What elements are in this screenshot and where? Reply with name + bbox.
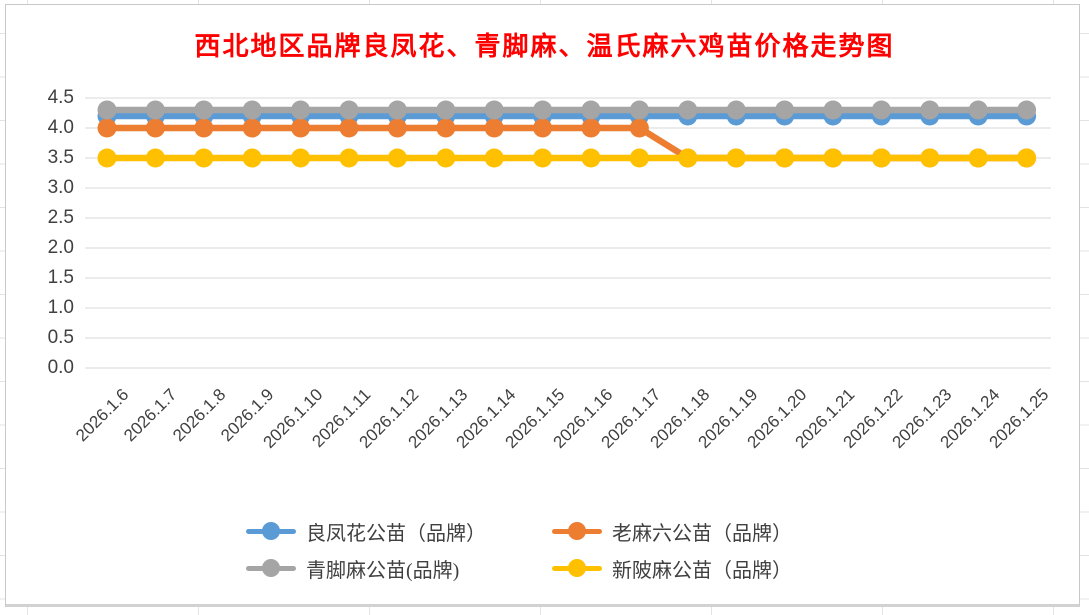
data-point-marker[interactable]: [194, 100, 214, 120]
data-point-marker[interactable]: [581, 100, 601, 120]
y-tick-label: 4.0: [47, 117, 74, 138]
y-tick-label: 4.5: [47, 87, 74, 108]
data-point-marker[interactable]: [629, 100, 649, 120]
data-point-marker[interactable]: [436, 148, 456, 168]
data-point-marker[interactable]: [291, 148, 311, 168]
data-point-marker[interactable]: [339, 148, 359, 168]
data-point-marker[interactable]: [145, 148, 165, 168]
data-point-marker[interactable]: [581, 118, 601, 138]
data-point-marker[interactable]: [581, 148, 601, 168]
legend-dot: [262, 522, 280, 540]
data-point-marker[interactable]: [387, 118, 407, 138]
chart-title[interactable]: 西北地区品牌良凤花、青脚麻、温氏麻六鸡苗价格走势图: [194, 32, 895, 61]
data-point-marker[interactable]: [436, 100, 456, 120]
series-3[interactable]: [97, 148, 1037, 168]
legend-dot: [568, 522, 586, 540]
data-point-marker[interactable]: [291, 118, 311, 138]
data-point-marker[interactable]: [387, 100, 407, 120]
data-point-marker[interactable]: [339, 100, 359, 120]
data-point-marker[interactable]: [775, 100, 795, 120]
data-point-marker[interactable]: [97, 148, 117, 168]
y-tick-label: 3.5: [47, 147, 74, 168]
data-point-marker[interactable]: [533, 100, 553, 120]
data-point-marker[interactable]: [97, 118, 117, 138]
data-point-marker[interactable]: [145, 118, 165, 138]
data-point-marker[interactable]: [145, 100, 165, 120]
legend-dot: [262, 559, 280, 577]
data-point-marker[interactable]: [871, 148, 891, 168]
legend-line-marker-icon: [552, 518, 602, 544]
data-point-marker[interactable]: [533, 118, 553, 138]
data-point-marker[interactable]: [726, 148, 746, 168]
data-point-marker[interactable]: [436, 118, 456, 138]
y-tick-label: 2.0: [47, 237, 74, 258]
legend-label: 新陂麻公苗（品牌）: [612, 559, 792, 582]
data-point-marker[interactable]: [387, 148, 407, 168]
data-point-marker[interactable]: [1017, 100, 1037, 120]
data-point-marker[interactable]: [484, 148, 504, 168]
data-point-marker[interactable]: [726, 100, 746, 120]
data-point-marker[interactable]: [242, 118, 262, 138]
data-point-marker[interactable]: [242, 148, 262, 168]
data-point-marker[interactable]: [339, 118, 359, 138]
legend-item-0[interactable]: 良凤花公苗（品牌）: [246, 518, 486, 545]
data-point-marker[interactable]: [629, 148, 649, 168]
data-point-marker[interactable]: [533, 148, 553, 168]
data-point-marker[interactable]: [97, 100, 117, 120]
legend-line-marker-icon: [552, 555, 602, 581]
legend-item-1[interactable]: 老麻六公苗（品牌）: [552, 518, 792, 545]
y-tick-label: 3.0: [47, 177, 74, 198]
data-point-marker[interactable]: [920, 148, 940, 168]
data-point-marker[interactable]: [194, 118, 214, 138]
gridlines: [85, 97, 1051, 369]
legend-label: 老麻六公苗（品牌）: [612, 522, 792, 545]
y-tick-label: 2.5: [47, 207, 74, 228]
data-point-marker[interactable]: [968, 100, 988, 120]
data-point-marker[interactable]: [871, 100, 891, 120]
legend-dot: [568, 559, 586, 577]
data-point-marker[interactable]: [291, 100, 311, 120]
legend-line-marker-icon: [246, 518, 296, 544]
data-point-marker[interactable]: [484, 100, 504, 120]
data-point-marker[interactable]: [1017, 148, 1037, 168]
y-tick-label: 0.5: [47, 327, 74, 348]
data-point-marker[interactable]: [194, 148, 214, 168]
y-tick-label: 1.5: [47, 267, 74, 288]
data-point-marker[interactable]: [968, 148, 988, 168]
data-point-marker[interactable]: [242, 100, 262, 120]
legend-item-2[interactable]: 青脚麻公苗(品牌): [246, 555, 460, 582]
data-point-marker[interactable]: [629, 118, 649, 138]
series-2[interactable]: [97, 100, 1037, 120]
y-tick-label: 1.0: [47, 297, 74, 318]
data-point-marker[interactable]: [484, 118, 504, 138]
data-point-marker[interactable]: [920, 100, 940, 120]
data-point-marker[interactable]: [775, 148, 795, 168]
legend-label: 良凤花公苗（品牌）: [306, 522, 486, 545]
legend-item-3[interactable]: 新陂麻公苗（品牌）: [552, 555, 792, 582]
data-point-marker[interactable]: [678, 148, 698, 168]
y-tick-label: 0.0: [47, 357, 74, 378]
data-point-marker[interactable]: [678, 100, 698, 120]
legend-line-marker-icon: [246, 555, 296, 581]
data-point-marker[interactable]: [823, 100, 843, 120]
data-point-marker[interactable]: [823, 148, 843, 168]
legend-label: 青脚麻公苗(品牌): [306, 559, 460, 582]
